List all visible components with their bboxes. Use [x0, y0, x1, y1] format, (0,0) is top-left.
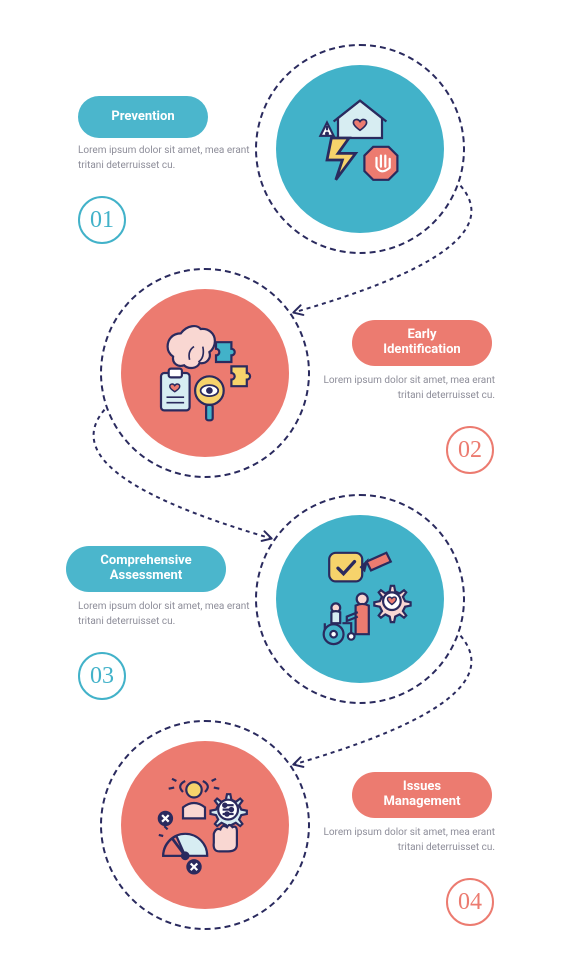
step-comprehensive-assessment-number: 03	[78, 652, 126, 700]
step-comprehensive-assessment-icon	[276, 515, 444, 683]
step-issues-management-icon	[121, 741, 289, 909]
step-prevention-title: Prevention	[78, 96, 208, 138]
step-issues-management-circle	[100, 720, 310, 930]
step-early-identification-desc: Lorem ipsum dolor sit amet, mea erant tr…	[320, 374, 495, 403]
step-comprehensive-assessment-desc: Lorem ipsum dolor sit amet, mea erant tr…	[78, 600, 253, 629]
step-early-identification-title: EarlyIdentification	[352, 320, 492, 366]
step-prevention-icon	[276, 65, 444, 233]
step-prevention-desc: Lorem ipsum dolor sit amet, mea erant tr…	[78, 144, 253, 173]
step-comprehensive-assessment-circle	[255, 494, 465, 704]
step-early-identification-number: 02	[446, 426, 494, 474]
step-early-identification-icon	[121, 289, 289, 457]
step-issues-management-desc: Lorem ipsum dolor sit amet, mea erant tr…	[320, 826, 495, 855]
step-issues-management-title: IssuesManagement	[352, 772, 492, 818]
step-issues-management-number: 04	[446, 878, 494, 926]
infographic-canvas: Prevention Lorem ipsum dolor sit amet, me…	[0, 0, 569, 980]
step-prevention-number: 01	[78, 196, 126, 244]
step-comprehensive-assessment-title: ComprehensiveAssessment	[66, 546, 226, 592]
step-prevention-circle	[255, 44, 465, 254]
step-early-identification-circle	[100, 268, 310, 478]
